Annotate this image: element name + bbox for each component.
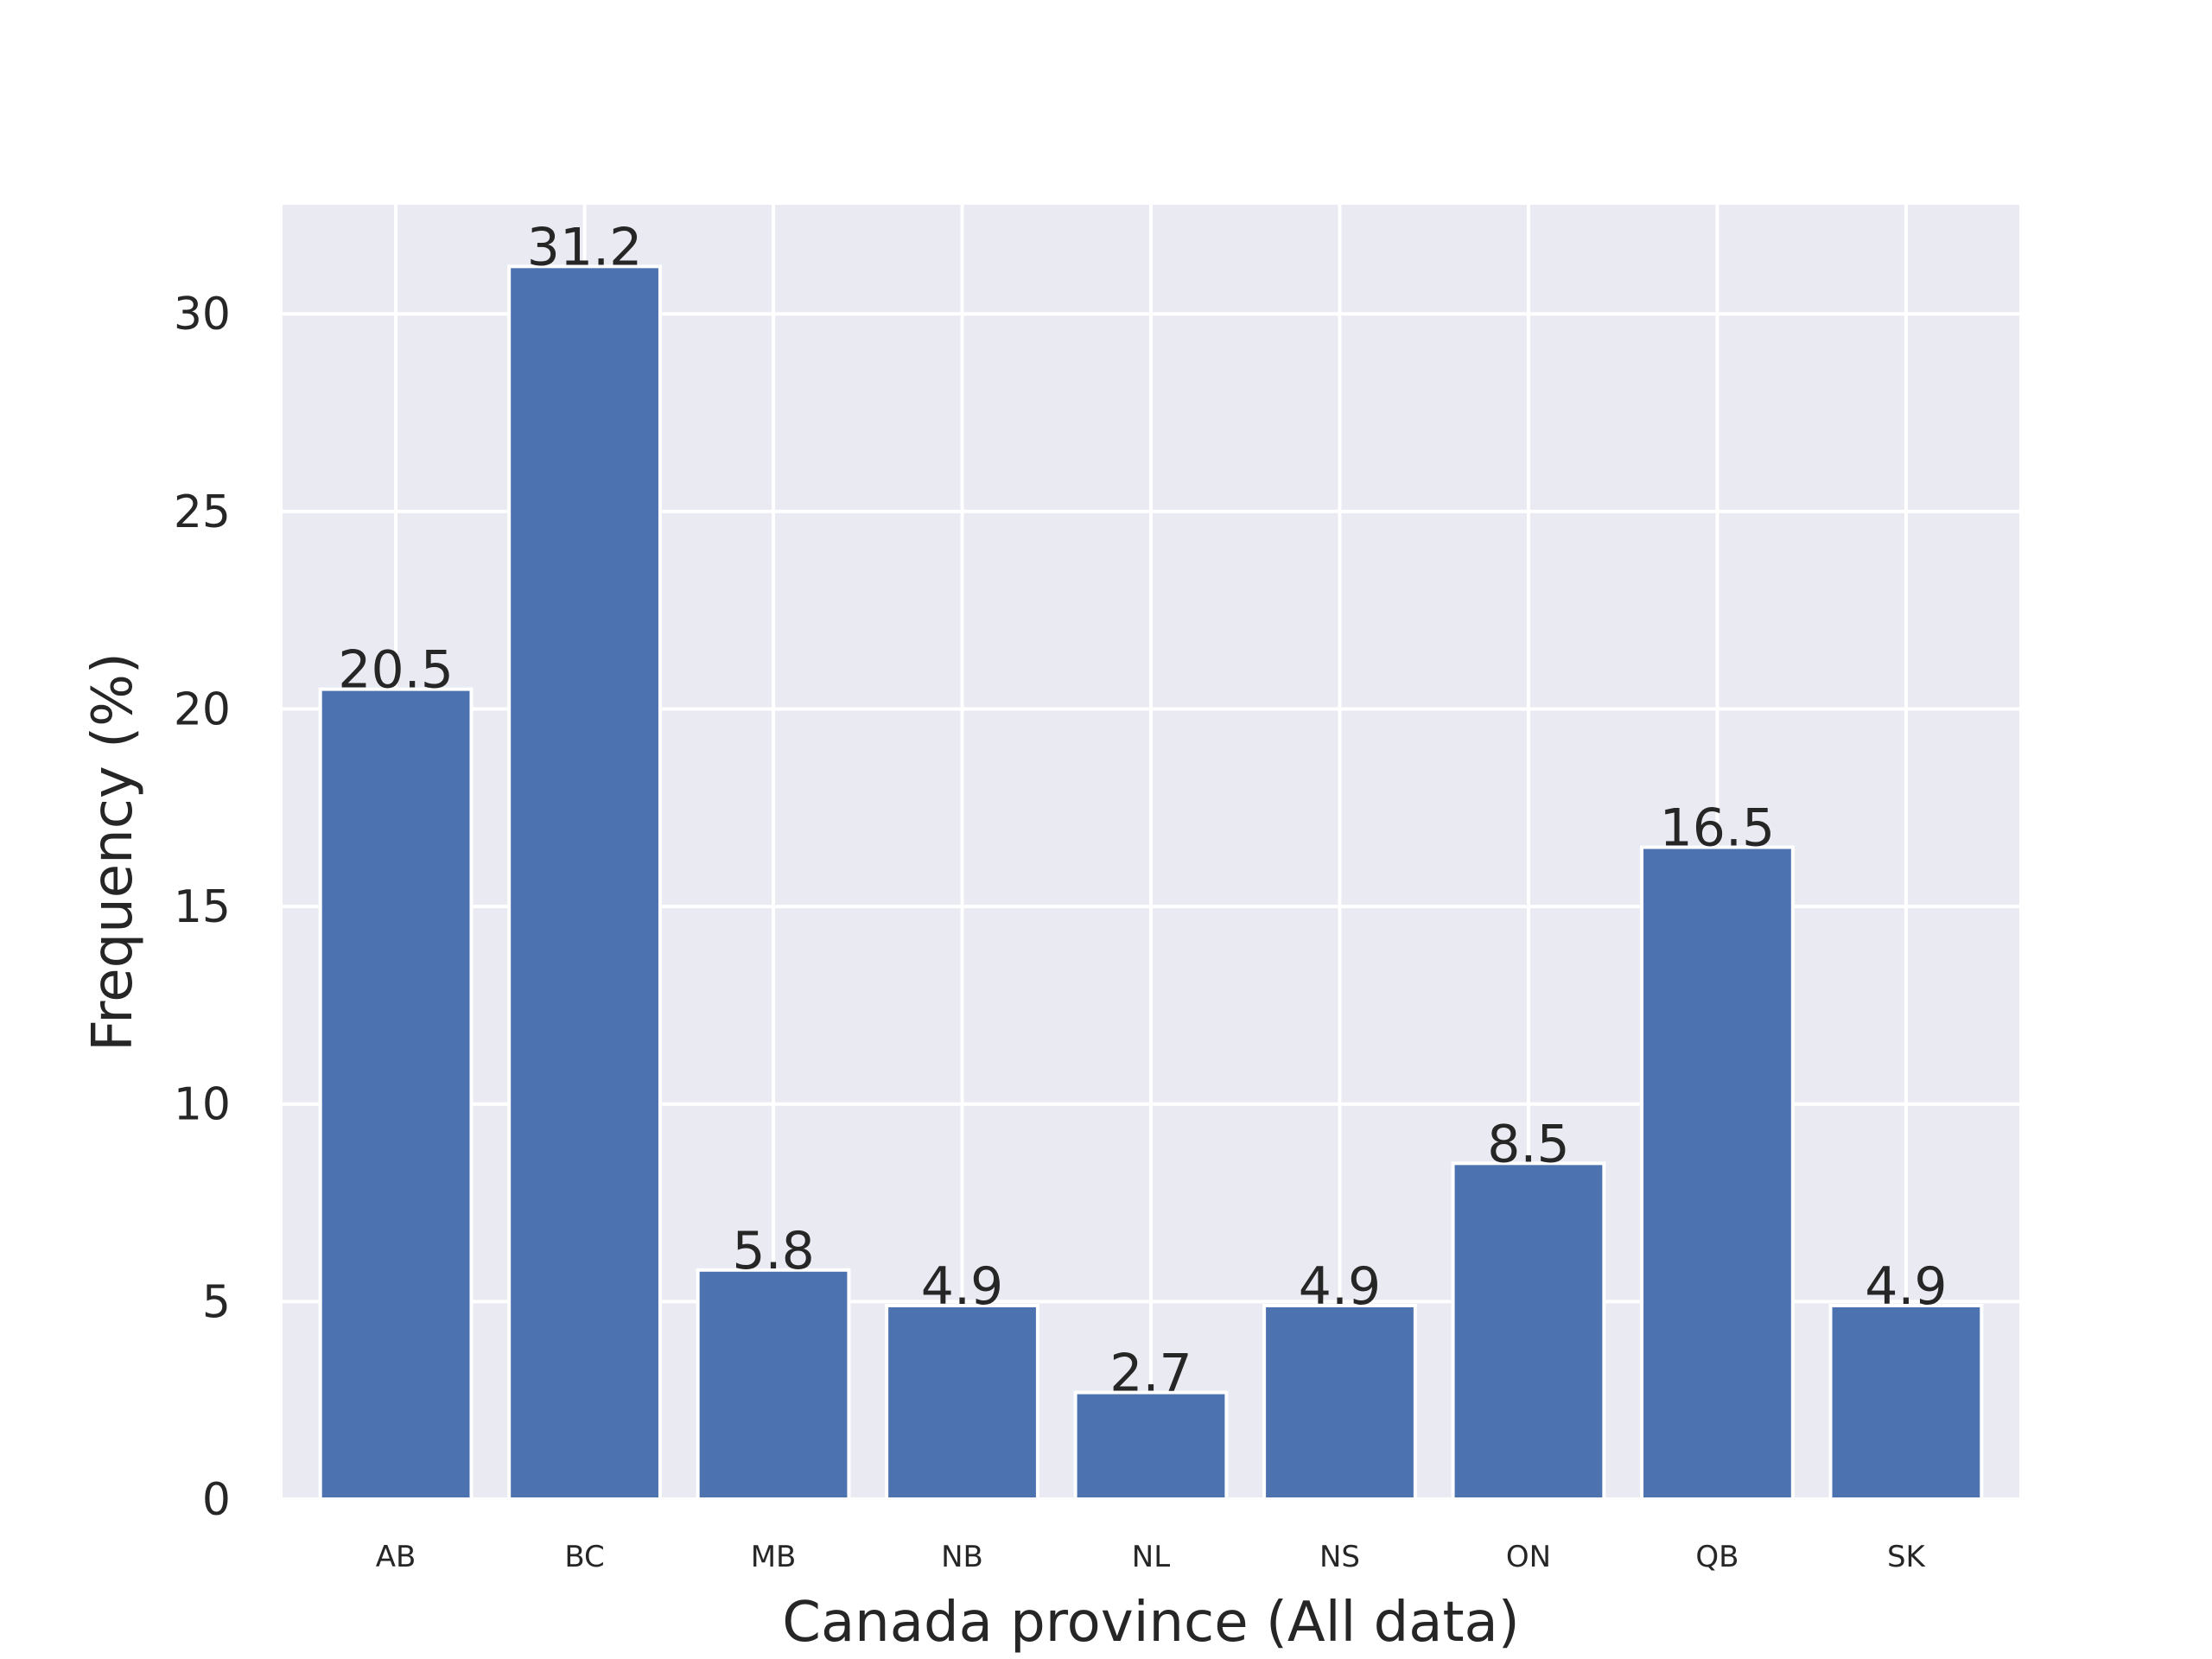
x-tick-label: AB [376, 1540, 416, 1574]
bar-sk [1828, 1303, 1984, 1502]
y-axis-title: Frequency (%) [81, 652, 145, 1052]
bar-value-label: 20.5 [338, 640, 454, 701]
x-axis-title: Canada province (All data) [782, 1591, 1519, 1655]
y-tick-label: 10 [174, 1079, 231, 1131]
bar-value-label: 4.9 [1299, 1256, 1381, 1317]
y-tick-label: 30 [174, 289, 231, 340]
bar-nb [885, 1303, 1039, 1502]
x-tick-label: BC [564, 1540, 604, 1574]
x-tick-label: SK [1887, 1540, 1927, 1574]
y-tick-label: 15 [174, 881, 231, 933]
bar-value-label: 4.9 [921, 1256, 1003, 1317]
y-axis-ticks: 0 5 10 15 20 25 30 [174, 289, 231, 1526]
bar-qb [1640, 845, 1795, 1501]
bar-bc [507, 264, 662, 1501]
x-tick-label: ON [1506, 1540, 1551, 1574]
bar-value-label: 8.5 [1487, 1114, 1569, 1174]
x-tick-label: MB [751, 1540, 797, 1574]
bar-value-label: 5.8 [732, 1221, 814, 1281]
y-tick-label: 5 [202, 1276, 231, 1328]
bar-value-label: 2.7 [1109, 1344, 1192, 1404]
x-tick-label: NL [1132, 1540, 1170, 1574]
bar-nl [1073, 1390, 1229, 1501]
y-tick-label: 0 [202, 1474, 231, 1526]
y-tick-label: 25 [174, 486, 231, 538]
bar-value-label: 16.5 [1660, 798, 1776, 859]
y-tick-label: 20 [174, 683, 231, 735]
bar-ab [318, 687, 474, 1501]
bar-value-labels: 20.5 31.2 5.8 4.9 2.7 4.9 8.5 16.5 4.9 [338, 217, 1947, 1403]
bar-value-label: 31.2 [527, 217, 643, 277]
bar-on [1451, 1161, 1606, 1502]
bar-ns [1262, 1303, 1417, 1502]
bar-value-label: 4.9 [1865, 1256, 1947, 1317]
bar-mb [696, 1268, 851, 1502]
x-tick-label: QB [1695, 1540, 1738, 1574]
x-axis-ticks: AB BC MB NB NL NS ON QB SK [376, 1540, 1927, 1574]
x-tick-label: NS [1319, 1540, 1360, 1574]
bars [318, 264, 1984, 1502]
x-tick-label: NB [941, 1540, 983, 1574]
